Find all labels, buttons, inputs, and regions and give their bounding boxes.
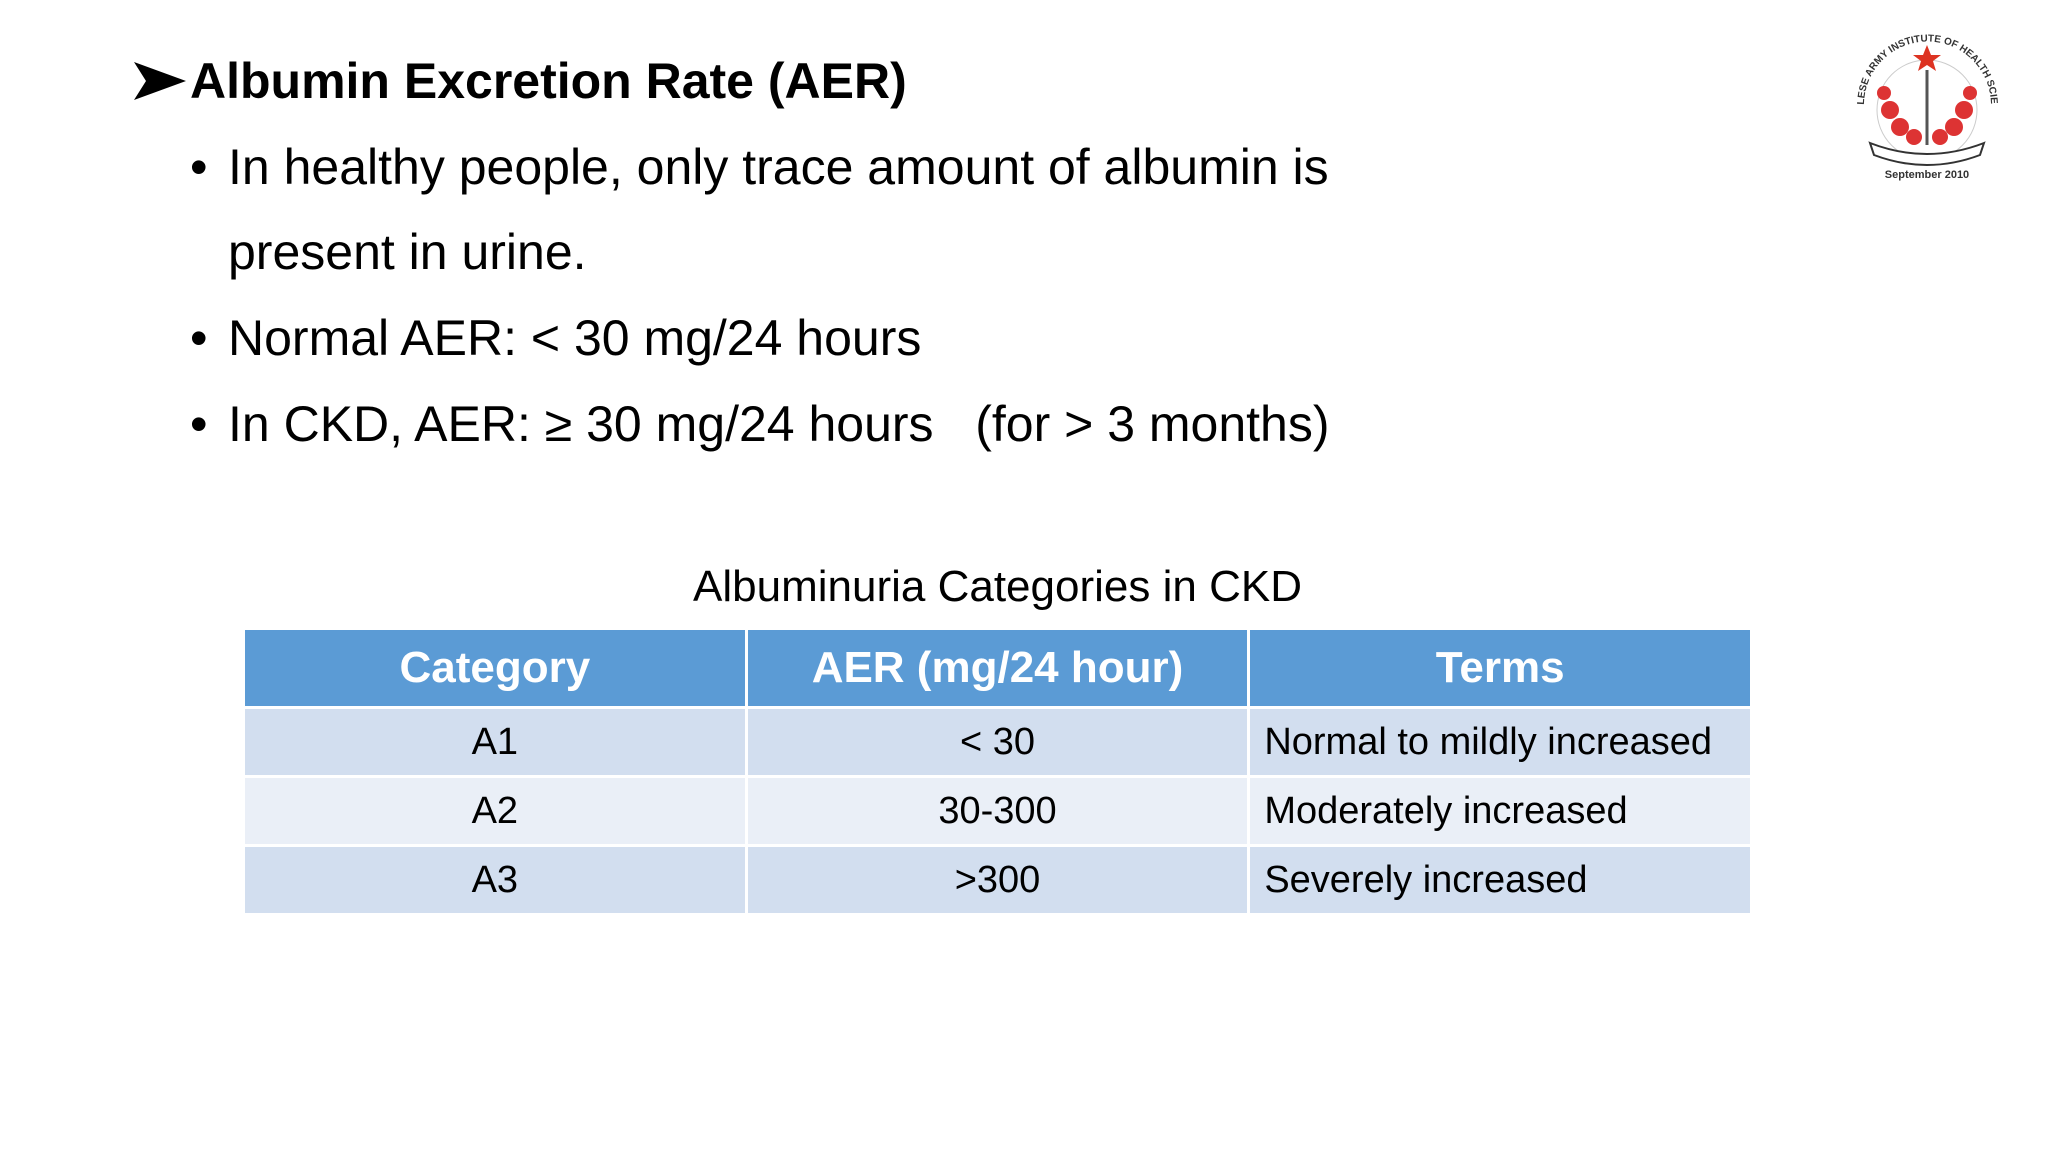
bullet-text: In CKD, AER: ≥ 30 mg/24 hours (for > 3 m… [228,396,1330,452]
cell: A2 [242,775,748,847]
cell: 30-300 [744,775,1251,847]
logo: NEPALESE ARMY INSTITUTE OF HEALTH SCIENC… [1850,15,1999,181]
cell: Normal to mildly increased [1247,706,1753,778]
cell: Severely increased [1247,844,1753,916]
cell: Moderately increased [1247,775,1753,847]
cell: A3 [242,844,748,916]
table-caption: Albuminuria Categories in CKD [693,562,1302,611]
cell: >300 [744,844,1251,916]
column-header: Terms [1247,627,1753,709]
heading: Albumin Excretion Rate (AER) [190,53,907,109]
header-row: Category AER (mg/24 hour) Terms [242,627,1753,709]
table-row: A2 30-300 Moderately increased [242,775,1753,847]
column-header: AER (mg/24 hour) [744,627,1251,709]
table: Category AER (mg/24 hour) Terms A1 < 30 … [242,627,1753,916]
table-row: A3 >300 Severely increased [242,844,1753,916]
logo-date: September 2010 [1885,169,1969,181]
bullet-text: In healthy people, only trace amount of … [228,139,1343,280]
bullet: • In healthy people, only trace amount of… [190,139,1343,280]
bullet: • In CKD, AER: ≥ 30 mg/24 hours (for > 3 … [190,396,1330,452]
table-row: A1 < 30 Normal to mildly increased [242,706,1753,778]
bullet-text: Normal AER: < 30 mg/24 hours [228,310,922,366]
arrow-bullet [134,62,186,100]
bullet: • Normal AER: < 30 mg/24 hours [190,310,922,366]
column-header: Category [242,627,748,709]
cell: < 30 [744,706,1251,778]
cell: A1 [242,706,748,778]
